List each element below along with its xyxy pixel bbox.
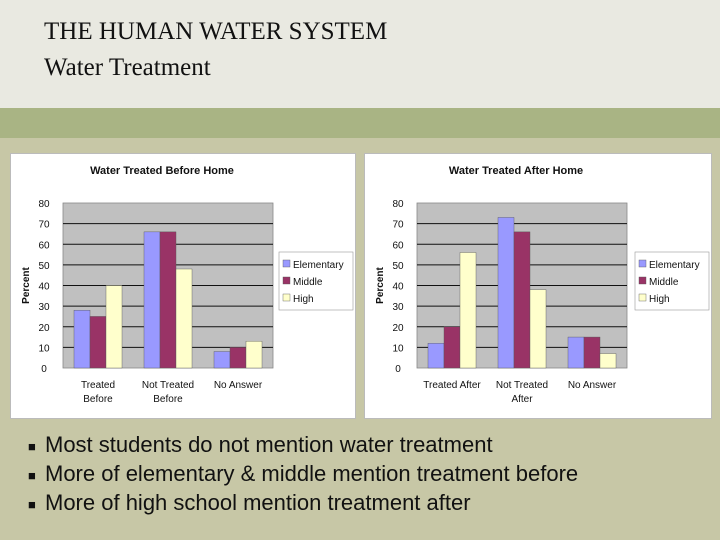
bar-high [105, 285, 123, 369]
bullet-square-icon: ■ [28, 496, 36, 512]
legend-label-elementary: Elementary [293, 260, 344, 271]
y-tick-label: 60 [38, 240, 50, 251]
bullet-item: ■ More of high school mention treatment a… [28, 488, 708, 517]
legend-label-middle: Middle [293, 277, 323, 288]
slide-subtitle: Water Treatment [44, 54, 211, 81]
y-tick-label: 40 [392, 282, 404, 293]
x-tick-label: Treated After [423, 380, 481, 391]
legend-box [278, 251, 354, 311]
chart-title: Water Treated After Home [449, 165, 583, 177]
legend-box [634, 251, 710, 311]
bullet-square-icon: ■ [28, 467, 36, 483]
x-tick-label: No Answer [568, 380, 617, 391]
chart-title: Water Treated Before Home [90, 165, 234, 177]
legend-swatch-elementary [282, 259, 291, 268]
bar-middle [583, 336, 601, 369]
legend-label-elementary: Elementary [649, 260, 700, 271]
slide-title: THE HUMAN WATER SYSTEM [44, 18, 388, 45]
y-tick-label: 0 [41, 364, 47, 375]
y-axis-label: Percent [375, 266, 386, 303]
slide-header: THE HUMAN WATER SYSTEM Water Treatment [0, 0, 720, 108]
bar-middle [513, 231, 531, 369]
chart-after-home: Water Treated After Home 0 10 20 30 40 50 60 70 8… [375, 165, 710, 405]
legend-swatch-middle [282, 276, 291, 285]
x-tick-label: After [511, 394, 533, 405]
bar-middle [229, 347, 247, 369]
x-tick-label: No Answer [214, 380, 263, 391]
y-tick-label: 20 [392, 323, 404, 334]
y-axis-label: Percent [21, 266, 32, 303]
bar-high [459, 252, 477, 369]
y-tick-label: 10 [392, 343, 404, 354]
y-tick-label: 50 [392, 261, 404, 272]
bar-elementary [567, 336, 585, 369]
header-band [0, 108, 720, 138]
legend-swatch-middle [638, 276, 647, 285]
x-tick-label: Before [83, 394, 113, 405]
chart-panel-after: Water Treated After Home 0 10 20 30 40 50 60 70 8… [364, 153, 712, 419]
bar-elementary [497, 217, 515, 369]
bar-elementary [73, 310, 91, 369]
bar-elementary [213, 351, 231, 369]
chart-panel-before: Water Treated Before Home 0 10 20 30 40 50 60 70… [10, 153, 356, 419]
bullet-item: ■ Most students do not mention water trea… [28, 430, 708, 459]
legend-label-high: High [293, 294, 314, 305]
x-tick-label: Not Treated [142, 380, 194, 391]
legend-label-middle: Middle [649, 277, 679, 288]
y-tick-label: 80 [392, 199, 404, 210]
y-tick-label: 50 [38, 261, 50, 272]
x-tick-label: Not Treated [496, 380, 548, 391]
y-tick-label: 30 [392, 302, 404, 313]
bar-elementary [143, 231, 161, 369]
bullet-square-icon: ■ [28, 438, 36, 454]
bar-high [175, 268, 193, 369]
bar-elementary [427, 343, 445, 369]
y-tick-label: 60 [392, 240, 404, 251]
y-tick-label: 40 [38, 282, 50, 293]
y-tick-label: 10 [38, 343, 50, 354]
bullet-item: ■ More of elementary & middle mention tre… [28, 459, 708, 488]
x-tick-label: Treated [81, 380, 115, 391]
chart-before-home: Water Treated Before Home 0 10 20 30 40 50 60 70… [21, 165, 354, 405]
y-tick-label: 0 [395, 364, 401, 375]
legend-swatch-high [282, 293, 291, 302]
bar-high [599, 353, 617, 369]
y-tick-label: 80 [38, 199, 50, 210]
legend-swatch-high [638, 293, 647, 302]
bar-middle [159, 231, 177, 369]
y-tick-label: 70 [392, 220, 404, 231]
bar-middle [89, 316, 107, 369]
legend-label-high: High [649, 294, 670, 305]
y-tick-label: 30 [38, 302, 50, 313]
y-tick-label: 20 [38, 323, 50, 334]
y-tick-label: 70 [38, 220, 50, 231]
legend-swatch-elementary [638, 259, 647, 268]
bar-high [245, 340, 263, 369]
x-tick-label: Before [153, 394, 183, 405]
bar-middle [443, 326, 461, 369]
bullet-list: ■ Most students do not mention water trea… [28, 430, 708, 517]
bar-high [529, 289, 547, 369]
